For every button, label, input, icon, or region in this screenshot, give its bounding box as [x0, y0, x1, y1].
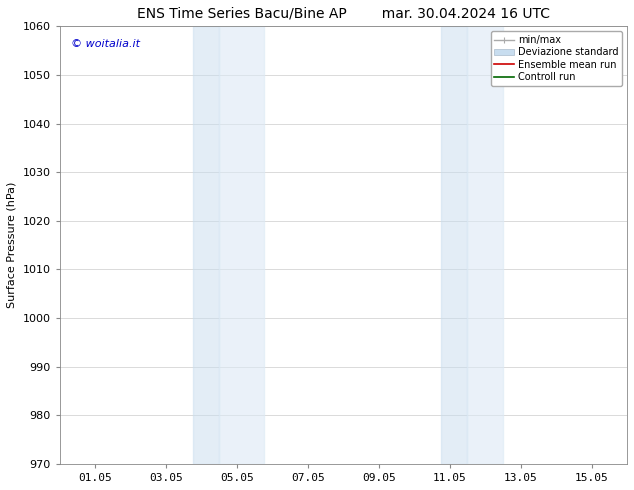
Legend: min/max, Deviazione standard, Ensemble mean run, Controll run: min/max, Deviazione standard, Ensemble m…: [491, 31, 622, 86]
Bar: [219, 26, 264, 464]
Bar: [193, 26, 219, 464]
Title: ENS Time Series Bacu/Bine AP        mar. 30.04.2024 16 UTC: ENS Time Series Bacu/Bine AP mar. 30.04.…: [137, 7, 550, 21]
Bar: [441, 26, 467, 464]
Text: © woitalia.it: © woitalia.it: [71, 39, 140, 49]
Bar: [467, 26, 503, 464]
Y-axis label: Surface Pressure (hPa): Surface Pressure (hPa): [7, 182, 17, 308]
